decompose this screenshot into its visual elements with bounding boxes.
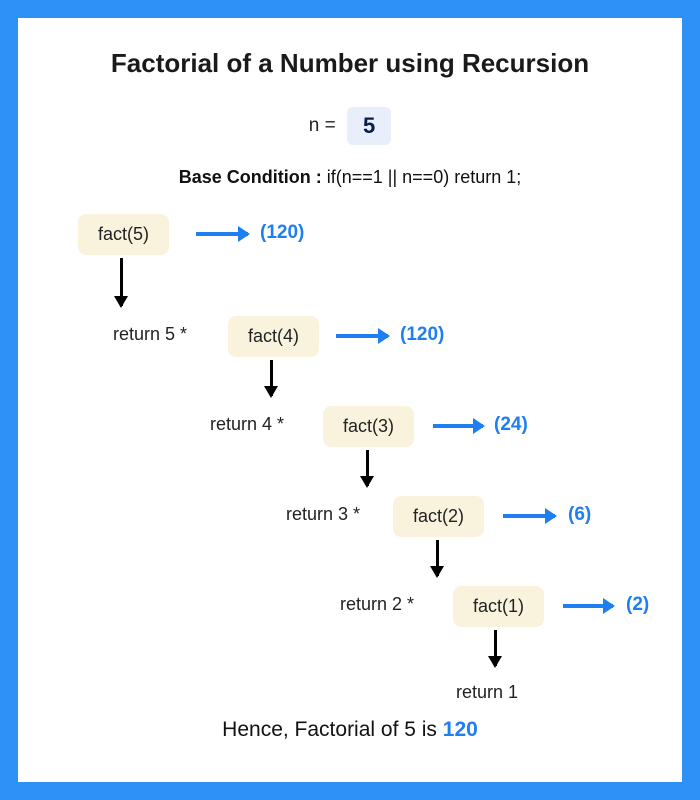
down-arrow — [366, 450, 369, 486]
result-arrow — [563, 604, 613, 608]
page-title: Factorial of a Number using Recursion — [38, 48, 662, 79]
fact-box: fact(2) — [393, 496, 484, 537]
return-text: return 5 * — [113, 324, 187, 345]
n-value-box: 5 — [347, 107, 391, 145]
result-value: (2) — [626, 594, 649, 616]
conclusion: Hence, Factorial of 5 is 120 — [38, 718, 662, 742]
conclusion-prefix: Hence, Factorial of 5 is — [222, 718, 443, 741]
down-arrow — [436, 540, 439, 576]
return-text: return 4 * — [210, 414, 284, 435]
fact-box: fact(3) — [323, 406, 414, 447]
fact-box: fact(5) — [78, 214, 169, 255]
base-condition-text: if(n==1 || n==0) return 1; — [327, 167, 521, 187]
base-condition: Base Condition : if(n==1 || n==0) return… — [38, 167, 662, 188]
result-value: (24) — [494, 414, 528, 436]
return-text: return 2 * — [340, 594, 414, 615]
n-label: n = — [309, 115, 341, 136]
result-arrow — [433, 424, 483, 428]
return-text: return 1 — [456, 682, 518, 703]
fact-box: fact(4) — [228, 316, 319, 357]
result-arrow — [503, 514, 555, 518]
return-text: return 3 * — [286, 504, 360, 525]
result-value: (6) — [568, 504, 591, 526]
result-arrow — [196, 232, 248, 236]
outer-frame: Factorial of a Number using Recursion n … — [0, 0, 700, 800]
result-value: (120) — [400, 324, 444, 346]
down-arrow — [120, 258, 123, 306]
inner-panel: Factorial of a Number using Recursion n … — [18, 18, 682, 782]
n-row: n = 5 — [38, 107, 662, 145]
down-arrow — [270, 360, 273, 396]
fact-box: fact(1) — [453, 586, 544, 627]
recursion-diagram: fact(5) fact(4) fact(3) fact(2) fact(1) retur… — [38, 214, 662, 714]
result-arrow — [336, 334, 388, 338]
down-arrow — [494, 630, 497, 666]
result-value: (120) — [260, 222, 304, 244]
base-condition-label: Base Condition : — [179, 167, 327, 187]
conclusion-value: 120 — [443, 718, 478, 741]
